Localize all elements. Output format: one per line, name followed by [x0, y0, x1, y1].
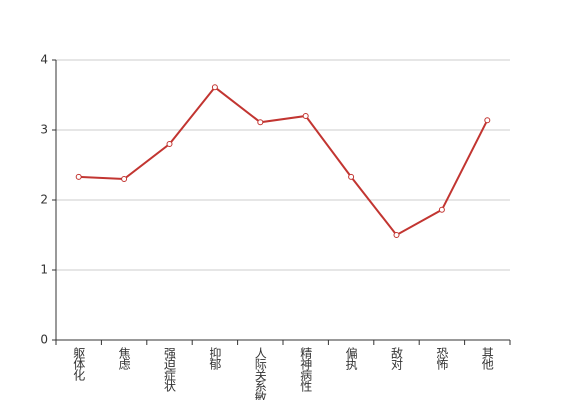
x-tick-label: 偏执	[344, 346, 358, 371]
point	[393, 232, 400, 238]
x-tick-label: 躯体化	[72, 346, 86, 382]
point	[75, 173, 82, 180]
x-tick-label: 精神病性	[299, 347, 313, 393]
point	[438, 206, 445, 213]
x-tick-label: 敌对	[390, 346, 404, 370]
point	[484, 117, 491, 124]
y-tick-label: 2	[40, 193, 48, 207]
x-tick-label: 抑郁	[208, 346, 222, 371]
x-tick-label: 人际关系敏感	[253, 347, 267, 400]
point	[302, 113, 309, 119]
point	[166, 141, 173, 147]
point	[211, 84, 218, 91]
x-tick-label: 恐怖	[435, 347, 449, 370]
x-tick-label: 强迫症状	[163, 347, 177, 392]
x-tick-label: 其他	[480, 347, 494, 370]
y-tick-label: 3	[40, 123, 48, 137]
point	[348, 173, 355, 180]
y-tick-label: 4	[40, 53, 48, 67]
x-tick-label: 焦虑	[117, 347, 131, 370]
point	[121, 176, 128, 182]
y-tick-label: 1	[40, 263, 48, 277]
point	[257, 119, 264, 126]
line	[78, 85, 489, 237]
y-tick-label: 0	[40, 333, 48, 347]
